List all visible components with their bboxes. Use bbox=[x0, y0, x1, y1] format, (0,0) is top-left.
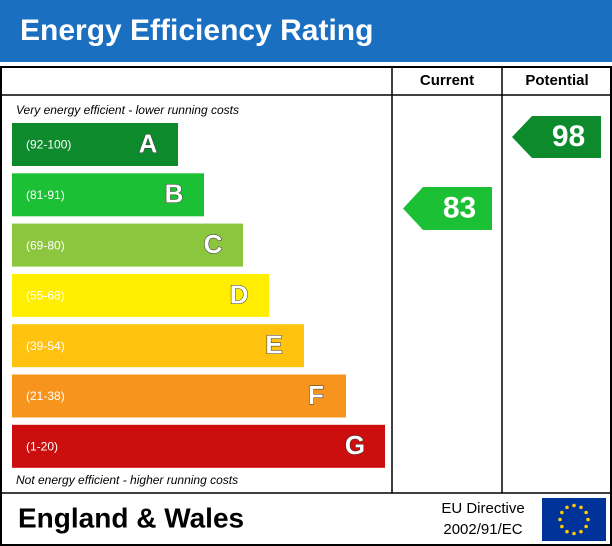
band-letter: A bbox=[139, 128, 158, 158]
flag-star bbox=[572, 531, 576, 536]
title: Energy Efficiency Rating bbox=[20, 14, 373, 47]
band-letter: D bbox=[230, 279, 249, 309]
flag-star bbox=[584, 524, 588, 529]
eu-flag bbox=[542, 498, 606, 541]
band-bar bbox=[12, 324, 304, 368]
band-letter: C bbox=[204, 229, 223, 259]
band-letter: B bbox=[165, 179, 184, 209]
flag-star bbox=[560, 524, 564, 529]
current-arrow bbox=[403, 187, 492, 230]
band-letter: E bbox=[265, 330, 282, 360]
band-range: (55-68) bbox=[26, 289, 65, 303]
band-bar bbox=[12, 374, 346, 418]
header-bar bbox=[0, 0, 612, 62]
current-value: 83 bbox=[443, 191, 476, 224]
band-bar bbox=[12, 273, 269, 317]
region: England & Wales bbox=[18, 502, 244, 533]
column-header: Potential bbox=[525, 72, 588, 89]
top-note: Very energy efficient - lower running co… bbox=[16, 103, 239, 117]
band-bar bbox=[12, 173, 204, 217]
flag-star bbox=[586, 517, 590, 522]
potential-value: 98 bbox=[552, 120, 585, 153]
flag-star bbox=[584, 510, 588, 515]
band-range: (21-38) bbox=[26, 389, 65, 403]
flag-star bbox=[565, 505, 569, 510]
flag-star bbox=[560, 510, 564, 515]
band-letter: G bbox=[345, 430, 365, 460]
band-range: (69-80) bbox=[26, 238, 65, 252]
flag-star bbox=[579, 505, 583, 510]
directive: 2002/91/EC bbox=[443, 521, 522, 538]
bottom-note: Not energy efficient - higher running co… bbox=[16, 473, 238, 487]
flag-star bbox=[558, 517, 562, 522]
column-header: Current bbox=[420, 72, 474, 89]
potential-arrow bbox=[512, 116, 601, 158]
band-range: (1-20) bbox=[26, 439, 58, 453]
band-range: (92-100) bbox=[26, 138, 71, 152]
directive: EU Directive bbox=[441, 500, 524, 517]
band-bar bbox=[12, 123, 178, 166]
flag-star bbox=[579, 529, 583, 534]
flag-star bbox=[572, 503, 576, 508]
band-letter: F bbox=[308, 380, 324, 410]
band-range: (81-91) bbox=[26, 188, 65, 202]
band-range: (39-54) bbox=[26, 339, 65, 353]
band-bar bbox=[12, 424, 385, 468]
flag-star bbox=[565, 529, 569, 534]
band-bar bbox=[12, 223, 243, 267]
